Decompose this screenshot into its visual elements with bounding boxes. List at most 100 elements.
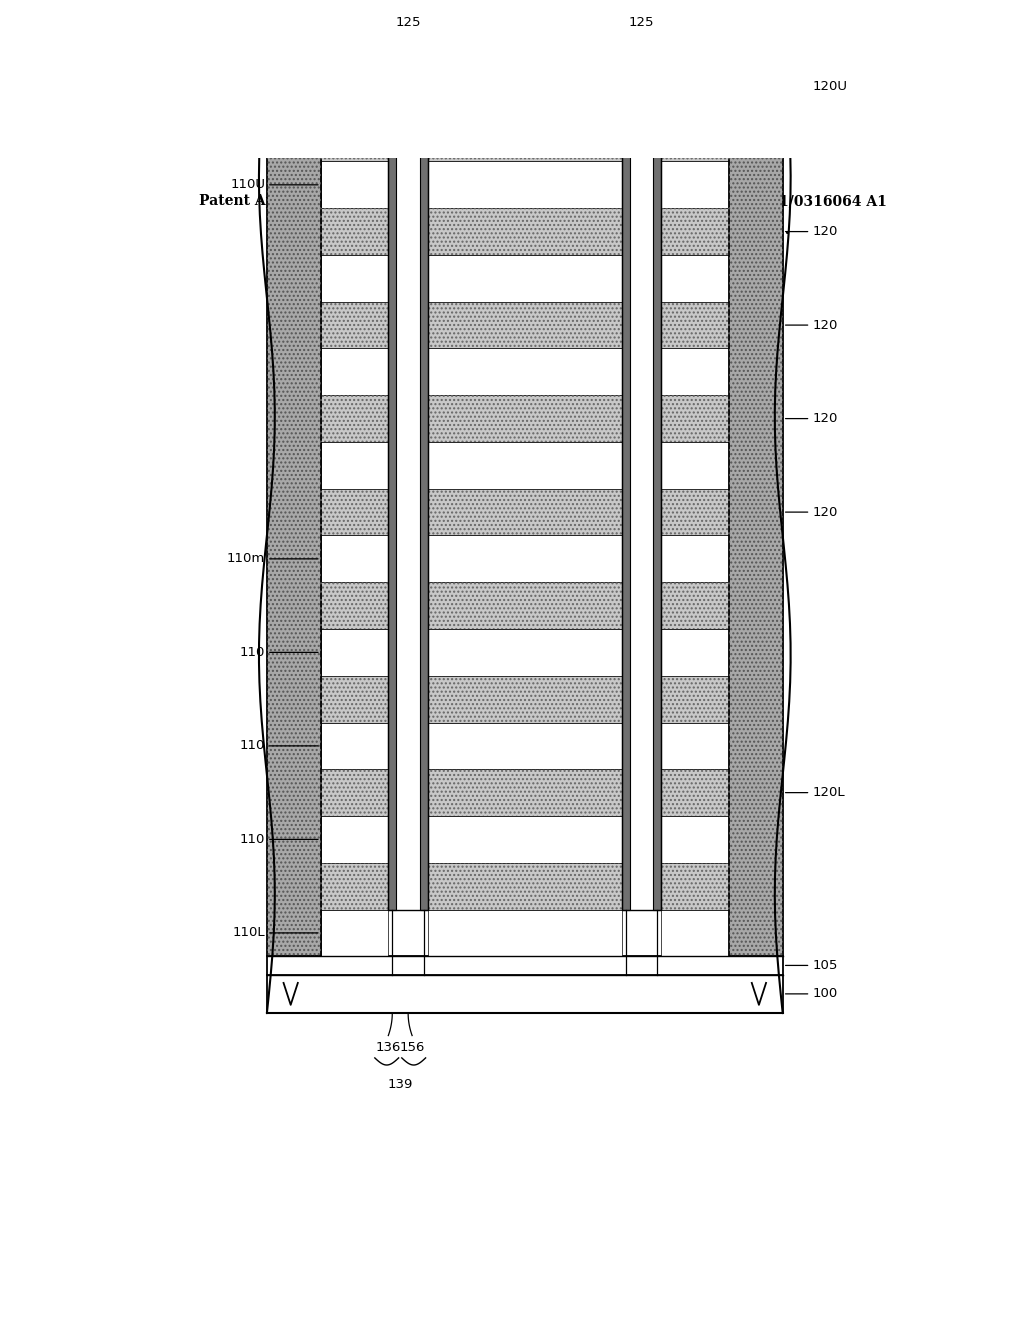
Bar xyxy=(729,115,782,956)
Bar xyxy=(321,630,388,676)
Bar xyxy=(662,722,729,770)
Text: 156: 156 xyxy=(399,1040,425,1053)
Text: 110L: 110L xyxy=(232,927,265,940)
Bar xyxy=(428,909,622,956)
Bar xyxy=(662,59,729,115)
Bar xyxy=(321,863,388,909)
Bar xyxy=(662,909,729,956)
Bar xyxy=(321,59,388,115)
Bar xyxy=(662,582,729,630)
Bar xyxy=(428,255,622,302)
Bar xyxy=(662,863,729,909)
Bar xyxy=(321,115,388,161)
Bar xyxy=(321,115,388,161)
Bar xyxy=(428,722,622,770)
Bar xyxy=(622,115,630,909)
Bar xyxy=(662,59,729,115)
Bar xyxy=(662,115,729,161)
Bar xyxy=(662,209,729,255)
Bar xyxy=(662,676,729,722)
Bar xyxy=(428,59,622,115)
Bar xyxy=(662,770,729,816)
Bar xyxy=(428,582,622,630)
Text: 120: 120 xyxy=(813,506,839,519)
Bar xyxy=(321,395,388,442)
Bar xyxy=(622,115,662,909)
Bar xyxy=(321,816,388,863)
Bar xyxy=(662,816,729,863)
Bar xyxy=(428,863,622,909)
Bar xyxy=(622,59,662,115)
Bar xyxy=(321,348,388,395)
Bar xyxy=(428,770,622,816)
Text: 110: 110 xyxy=(240,833,265,846)
Bar xyxy=(388,59,428,115)
Bar xyxy=(662,395,729,442)
Bar xyxy=(321,770,388,816)
Bar xyxy=(622,115,662,909)
Text: 139: 139 xyxy=(387,1078,413,1092)
Text: 110: 110 xyxy=(240,739,265,752)
Bar xyxy=(622,59,662,115)
Bar xyxy=(321,582,388,630)
Bar xyxy=(428,536,622,582)
Bar xyxy=(729,59,782,115)
Text: 120: 120 xyxy=(813,412,839,425)
Bar xyxy=(662,302,729,348)
Bar xyxy=(321,488,388,536)
Text: 120: 120 xyxy=(813,226,839,238)
Bar xyxy=(662,770,729,816)
Bar xyxy=(267,974,782,1014)
Bar xyxy=(321,302,388,348)
Bar xyxy=(321,395,388,442)
Bar xyxy=(321,676,388,722)
Bar xyxy=(420,115,428,909)
Bar xyxy=(662,488,729,536)
Bar xyxy=(267,115,321,956)
Bar xyxy=(428,209,622,255)
Text: 125: 125 xyxy=(629,16,654,29)
Bar xyxy=(267,956,782,974)
Bar xyxy=(662,442,729,488)
Text: 125: 125 xyxy=(395,16,421,29)
Bar xyxy=(428,630,622,676)
Bar xyxy=(321,442,388,488)
Bar xyxy=(662,395,729,442)
Bar xyxy=(428,863,622,909)
Bar xyxy=(428,161,622,209)
Bar xyxy=(428,676,622,722)
Bar xyxy=(662,630,729,676)
Bar xyxy=(428,115,622,161)
Bar xyxy=(662,348,729,395)
Bar xyxy=(267,115,321,956)
Bar xyxy=(662,488,729,536)
Bar xyxy=(388,115,396,909)
Bar xyxy=(662,582,729,630)
Bar xyxy=(428,488,622,536)
Bar xyxy=(662,255,729,302)
Bar xyxy=(428,302,622,348)
Bar xyxy=(662,302,729,348)
Bar xyxy=(428,442,622,488)
Bar xyxy=(321,722,388,770)
Bar xyxy=(321,488,388,536)
Bar xyxy=(428,582,622,630)
Text: Patent Application Publication: Patent Application Publication xyxy=(200,194,439,209)
Bar xyxy=(321,59,388,115)
Text: 120L: 120L xyxy=(813,787,846,799)
Bar xyxy=(662,536,729,582)
Bar xyxy=(388,115,428,909)
Bar xyxy=(388,59,428,115)
Text: Fig.  8: Fig. 8 xyxy=(462,256,588,294)
Bar xyxy=(428,395,622,442)
Bar xyxy=(428,302,622,348)
Bar xyxy=(321,255,388,302)
Bar xyxy=(321,676,388,722)
Text: 110m: 110m xyxy=(227,552,265,565)
Bar xyxy=(428,348,622,395)
Bar xyxy=(321,863,388,909)
Bar xyxy=(662,161,729,209)
Bar xyxy=(267,59,321,115)
Bar xyxy=(428,209,622,255)
Bar xyxy=(428,816,622,863)
